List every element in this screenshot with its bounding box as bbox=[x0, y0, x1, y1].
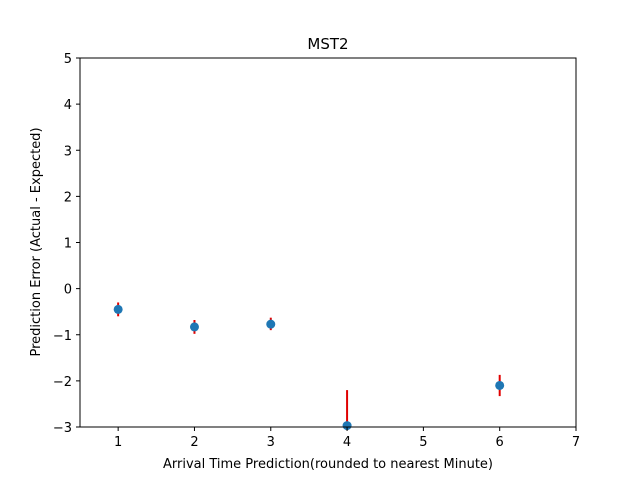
data-points bbox=[113, 304, 505, 431]
data-point bbox=[189, 322, 199, 332]
x-tick-label: 1 bbox=[114, 435, 122, 450]
x-tick-label: 3 bbox=[267, 435, 275, 450]
y-tick-label: 5 bbox=[64, 52, 72, 67]
y-axis-ticks: −3 −2 −1 0 1 2 3 4 5 bbox=[53, 52, 80, 436]
y-tick-label: −1 bbox=[53, 329, 72, 344]
data-point bbox=[266, 319, 276, 329]
x-tick-label: 4 bbox=[343, 435, 351, 450]
y-axis-label: Prediction Error (Actual - Expected) bbox=[29, 127, 44, 356]
data-point bbox=[495, 380, 505, 390]
x-tick-label: 6 bbox=[496, 435, 504, 450]
chart-title: MST2 bbox=[307, 35, 348, 53]
x-tick-label: 7 bbox=[572, 435, 580, 450]
y-tick-label: −3 bbox=[53, 421, 72, 436]
y-tick-label: 1 bbox=[64, 237, 72, 252]
y-tick-label: 0 bbox=[64, 283, 72, 298]
data-point bbox=[113, 304, 123, 314]
x-axis-ticks: 1 2 3 4 5 6 7 bbox=[114, 427, 580, 450]
x-axis-label: Arrival Time Prediction(rounded to neare… bbox=[163, 457, 493, 472]
y-tick-label: 3 bbox=[64, 144, 72, 159]
x-tick-label: 2 bbox=[190, 435, 198, 450]
data-point bbox=[342, 421, 352, 431]
x-tick-label: 5 bbox=[419, 435, 427, 450]
y-tick-label: 2 bbox=[64, 190, 72, 205]
y-tick-label: 4 bbox=[64, 98, 72, 113]
y-tick-label: −2 bbox=[53, 375, 72, 390]
